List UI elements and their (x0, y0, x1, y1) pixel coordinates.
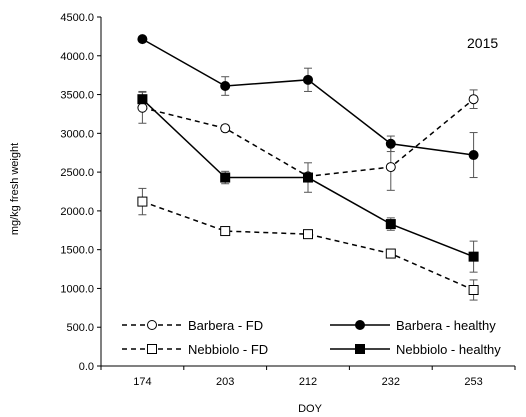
x-tick-label: 232 (382, 376, 400, 388)
data-point-barbera-fd (137, 102, 148, 113)
data-point-nebbiolo-fd (385, 248, 396, 259)
data-point-nebbiolo-healthy (220, 172, 231, 183)
data-point-nebbiolo-fd (137, 196, 148, 207)
data-point-barbera-healthy (468, 150, 479, 161)
data-point-nebbiolo-fd (303, 229, 313, 240)
legend-label-nebbiolo-healthy: Nebbiolo - healthy (396, 342, 501, 357)
data-point-barbera-healthy (137, 34, 148, 45)
x-tick-label: 212 (299, 376, 317, 388)
legend-marker-barbera-healthy (355, 320, 365, 330)
data-point-nebbiolo-healthy (137, 94, 148, 105)
legend-label-nebbiolo-fd: Nebbiolo - FD (188, 342, 268, 357)
data-point-nebbiolo-healthy (468, 251, 479, 262)
y-tick-label: 2000.0 (60, 206, 94, 218)
data-point-barbera-fd (220, 123, 231, 134)
y-tick-label: 4000.0 (60, 51, 94, 63)
y-tick-label: 500.0 (66, 322, 94, 334)
data-point-barbera-fd (468, 94, 479, 105)
data-point-barbera-fd (385, 162, 396, 173)
legend: Barbera - FD Barbera - healthy Nebbiolo - … (122, 318, 501, 357)
y-tick-label: 1000.0 (60, 283, 94, 295)
data-point-barbera-healthy (220, 81, 231, 92)
x-axis-title: DOY (298, 403, 323, 415)
series-line-nebbiolo-fd (142, 200, 474, 291)
y-tick-label: 3000.0 (60, 128, 94, 140)
data-point-barbera-healthy (303, 74, 313, 85)
y-tick-label: 1500.0 (60, 245, 94, 257)
tick-labels: 0.0 500.0 1000.0 1500.0 2000.0 2500.0 3000.0 35… (60, 12, 482, 388)
data-point-barbera-healthy (385, 138, 396, 149)
x-tick-label: 253 (464, 376, 482, 388)
data-point-nebbiolo-fd (468, 284, 479, 295)
legend-marker-barbera-fd (147, 320, 157, 330)
legend-label-barbera-healthy: Barbera - healthy (396, 318, 496, 333)
y-tick-label: 4500.0 (60, 12, 94, 24)
legend-label-barbera-fd: Barbera - FD (188, 318, 263, 333)
data-point-nebbiolo-fd (220, 226, 231, 237)
y-tick-label: 3500.0 (60, 90, 94, 102)
year-annotation: 2015 (467, 35, 498, 51)
legend-marker-nebbiolo-fd (147, 344, 157, 354)
y-tick-label: 2500.0 (60, 167, 94, 179)
axes (97, 16, 516, 370)
series-line-barbera-healthy (142, 38, 474, 156)
data-point-nebbiolo-healthy (385, 219, 396, 230)
y-tick-label: 0.0 (79, 361, 94, 373)
x-tick-label: 174 (133, 376, 151, 388)
x-tick-label: 203 (216, 376, 234, 388)
data-points (137, 34, 479, 295)
legend-marker-nebbiolo-healthy (355, 344, 365, 354)
data-point-nebbiolo-healthy (303, 172, 313, 183)
y-axis-title: mg/kg fresh weight (9, 143, 21, 235)
